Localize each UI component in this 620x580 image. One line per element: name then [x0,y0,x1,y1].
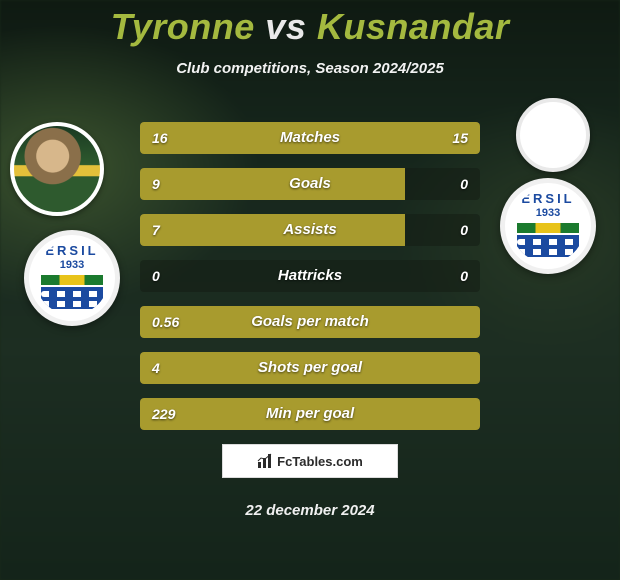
stat-label: Goals per match [140,306,480,338]
badge-arc-text: ERSIL [35,243,109,258]
stat-label: Goals [140,168,480,200]
stat-row: 7Assists0 [140,214,480,246]
brand-box: FcTables.com [222,444,398,478]
player2-club-badge: ERSIL 1933 [500,178,596,274]
date-text: 22 december 2024 [0,502,620,519]
stat-label: Hattricks [140,260,480,292]
badge-year: 1933 [35,259,109,271]
player1-name: Tyronne [111,6,255,47]
stat-value-right: 0 [460,260,468,292]
stat-label: Assists [140,214,480,246]
stat-row: 4Shots per goal [140,352,480,384]
badge-year: 1933 [511,207,585,219]
player2-avatar [516,98,590,172]
player2-name: Kusnandar [317,6,510,47]
vs-text: vs [265,6,306,47]
brand-text: FcTables.com [277,454,363,469]
stat-label: Matches [140,122,480,154]
player1-club-badge: ERSIL 1933 [24,230,120,326]
chart-icon [257,453,273,469]
subtitle: Club competitions, Season 2024/2025 [0,60,620,77]
stat-value-right: 0 [460,214,468,246]
stat-label: Min per goal [140,398,480,430]
stat-label: Shots per goal [140,352,480,384]
comparison-title: Tyronne vs Kusnandar [0,0,620,48]
stat-row: 0.56Goals per match [140,306,480,338]
player1-avatar [10,122,104,216]
badge-arc-text: ERSIL [511,191,585,206]
stat-value-right: 15 [452,122,468,154]
stat-row: 0Hattricks0 [140,260,480,292]
stat-value-right: 0 [460,168,468,200]
stat-row: 229Min per goal [140,398,480,430]
stats-panel: 16Matches159Goals07Assists00Hattricks00.… [140,122,480,444]
stat-row: 9Goals0 [140,168,480,200]
stat-row: 16Matches15 [140,122,480,154]
